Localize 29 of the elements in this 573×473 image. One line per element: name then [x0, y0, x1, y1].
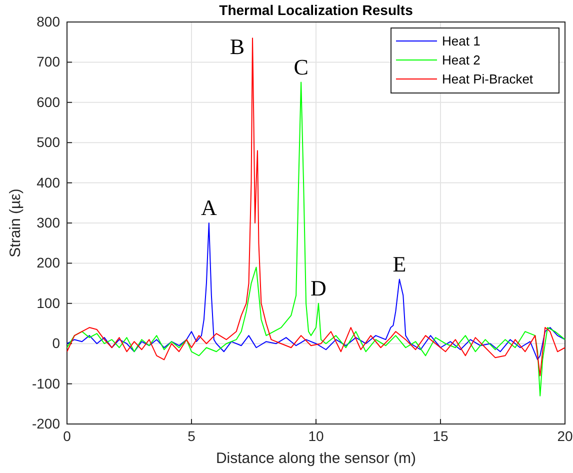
y-tick-label: 500	[36, 134, 60, 150]
y-tick-label: 400	[36, 174, 60, 190]
chart-title: Thermal Localization Results	[219, 2, 414, 18]
annotation: D	[310, 275, 326, 300]
y-tick-label: 100	[36, 294, 60, 311]
x-tick-label: 20	[557, 428, 573, 444]
x-tick-label: 15	[432, 428, 448, 444]
y-tick-label: 300	[36, 214, 60, 230]
x-tick-label: 10	[308, 428, 324, 444]
y-tick-label: 0	[52, 335, 60, 352]
y-axis-title: Strain (µε)	[7, 188, 24, 258]
y-tick-label: 800	[36, 13, 60, 30]
legend-label: Heat 1	[442, 34, 480, 48]
y-tick-label: 600	[36, 94, 60, 110]
legend-label: Heat Pi-Bracket	[442, 72, 534, 86]
x-tick-label: 5	[188, 428, 196, 444]
x-axis-title: Distance along the sensor (m)	[216, 450, 416, 467]
y-tick-label: 700	[36, 54, 60, 70]
line-series	[67, 222, 565, 360]
y-tick-label: -200	[32, 415, 60, 432]
annotation: E	[392, 251, 406, 276]
line-series	[67, 38, 565, 376]
annotation: B	[230, 34, 245, 60]
legend-label: Heat 2	[442, 52, 480, 68]
y-tick-label: -100	[32, 375, 60, 392]
annotation: A	[200, 195, 217, 220]
annotation: C	[294, 54, 308, 80]
y-tick-label: 200	[36, 254, 60, 271]
x-tick-label: 0	[63, 428, 72, 444]
